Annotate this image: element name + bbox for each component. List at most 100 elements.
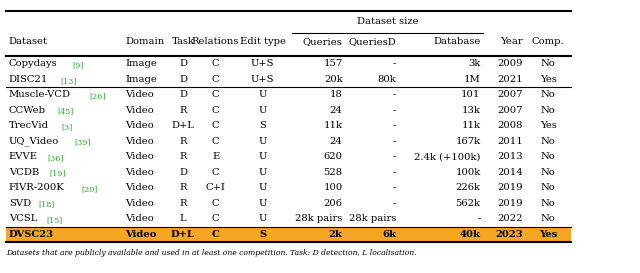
Text: C: C	[212, 60, 220, 69]
Text: Dataset: Dataset	[9, 37, 48, 46]
Text: -: -	[392, 199, 396, 208]
Text: D: D	[179, 60, 187, 69]
Text: C: C	[212, 90, 220, 99]
Text: U+S: U+S	[251, 75, 275, 84]
Text: [3]: [3]	[61, 123, 73, 131]
Text: Video: Video	[125, 90, 154, 99]
Text: Video: Video	[125, 106, 154, 115]
Text: VCDB: VCDB	[9, 168, 39, 177]
Text: 2013: 2013	[497, 152, 524, 161]
Text: No: No	[541, 168, 556, 177]
Text: Database: Database	[433, 37, 481, 46]
Text: S: S	[259, 121, 266, 130]
Text: -: -	[392, 90, 396, 99]
Text: 528: 528	[323, 168, 342, 177]
Text: Dataset size: Dataset size	[356, 17, 418, 26]
Text: C+I: C+I	[205, 183, 225, 192]
Text: C: C	[212, 168, 220, 177]
Text: No: No	[541, 199, 556, 208]
Text: 100k: 100k	[455, 168, 481, 177]
Text: EVVE: EVVE	[9, 152, 38, 161]
Text: CCWeb: CCWeb	[9, 106, 46, 115]
Text: Video: Video	[125, 152, 154, 161]
Text: Relations: Relations	[192, 37, 239, 46]
Text: U: U	[259, 106, 267, 115]
Bar	[6, 227, 571, 242]
Text: DVSC23: DVSC23	[9, 230, 54, 239]
Text: No: No	[541, 60, 556, 69]
Text: -: -	[392, 60, 396, 69]
Text: No: No	[541, 90, 556, 99]
Text: C: C	[212, 214, 220, 223]
Text: No: No	[541, 214, 556, 223]
Text: S: S	[259, 230, 266, 239]
Text: 2014: 2014	[497, 168, 524, 177]
Text: 2009: 2009	[498, 60, 524, 69]
Text: C: C	[212, 121, 220, 130]
Text: U+S: U+S	[251, 60, 275, 69]
Text: R: R	[179, 199, 187, 208]
Text: 6k: 6k	[382, 230, 396, 239]
Text: U: U	[259, 152, 267, 161]
Text: [18]: [18]	[39, 201, 55, 209]
Text: Yes: Yes	[539, 230, 557, 239]
Text: L: L	[180, 214, 186, 223]
Text: [26]: [26]	[89, 92, 106, 100]
Text: -: -	[392, 121, 396, 130]
Text: Datasets that are publicly available and used in at least one competition. Task:: Datasets that are publicly available and…	[6, 249, 417, 257]
Text: C: C	[212, 75, 220, 84]
Text: 2.4k (+100k): 2.4k (+100k)	[414, 152, 481, 161]
Text: 2011: 2011	[497, 137, 524, 146]
Text: Muscle-VCD: Muscle-VCD	[9, 90, 71, 99]
Text: 20k: 20k	[324, 75, 342, 84]
Text: D: D	[179, 168, 187, 177]
Text: Copydays: Copydays	[9, 60, 58, 69]
Text: R: R	[179, 137, 187, 146]
Text: U: U	[259, 183, 267, 192]
Text: Task: Task	[172, 37, 195, 46]
Text: VCSL: VCSL	[9, 214, 37, 223]
Text: U: U	[259, 168, 267, 177]
Text: 620: 620	[324, 152, 342, 161]
Text: 2019: 2019	[497, 199, 524, 208]
Text: U: U	[259, 199, 267, 208]
Text: Queries: Queries	[303, 37, 342, 46]
Text: U: U	[259, 137, 267, 146]
Text: U: U	[259, 214, 267, 223]
Text: 206: 206	[324, 199, 342, 208]
Text: 2023: 2023	[495, 230, 524, 239]
Text: No: No	[541, 137, 556, 146]
Text: No: No	[541, 106, 556, 115]
Text: Year: Year	[500, 37, 524, 46]
Text: 2021: 2021	[497, 75, 524, 84]
Text: -: -	[392, 183, 396, 192]
Text: [9]: [9]	[72, 61, 84, 69]
Text: 11k: 11k	[324, 121, 342, 130]
Text: Video: Video	[125, 168, 154, 177]
Text: -: -	[392, 168, 396, 177]
Text: 157: 157	[323, 60, 342, 69]
Text: Video: Video	[125, 199, 154, 208]
Text: Video: Video	[125, 214, 154, 223]
Text: Comp.: Comp.	[532, 37, 564, 46]
Text: Video: Video	[125, 230, 156, 239]
Text: C: C	[212, 106, 220, 115]
Text: Video: Video	[125, 137, 154, 146]
Text: -: -	[477, 214, 481, 223]
Text: 13k: 13k	[461, 106, 481, 115]
Text: 2008: 2008	[498, 121, 524, 130]
Text: D+L: D+L	[172, 121, 195, 130]
Text: -: -	[392, 137, 396, 146]
Text: 562k: 562k	[456, 199, 481, 208]
Text: 2007: 2007	[498, 106, 524, 115]
Text: Yes: Yes	[540, 121, 557, 130]
Text: R: R	[179, 183, 187, 192]
Text: -: -	[392, 106, 396, 115]
Text: Domain: Domain	[125, 37, 164, 46]
Text: SVD: SVD	[9, 199, 31, 208]
Text: Edit type: Edit type	[239, 37, 285, 46]
Text: UQ_Video: UQ_Video	[9, 136, 59, 146]
Text: C: C	[212, 199, 220, 208]
Text: 2019: 2019	[497, 183, 524, 192]
Text: 226k: 226k	[456, 183, 481, 192]
